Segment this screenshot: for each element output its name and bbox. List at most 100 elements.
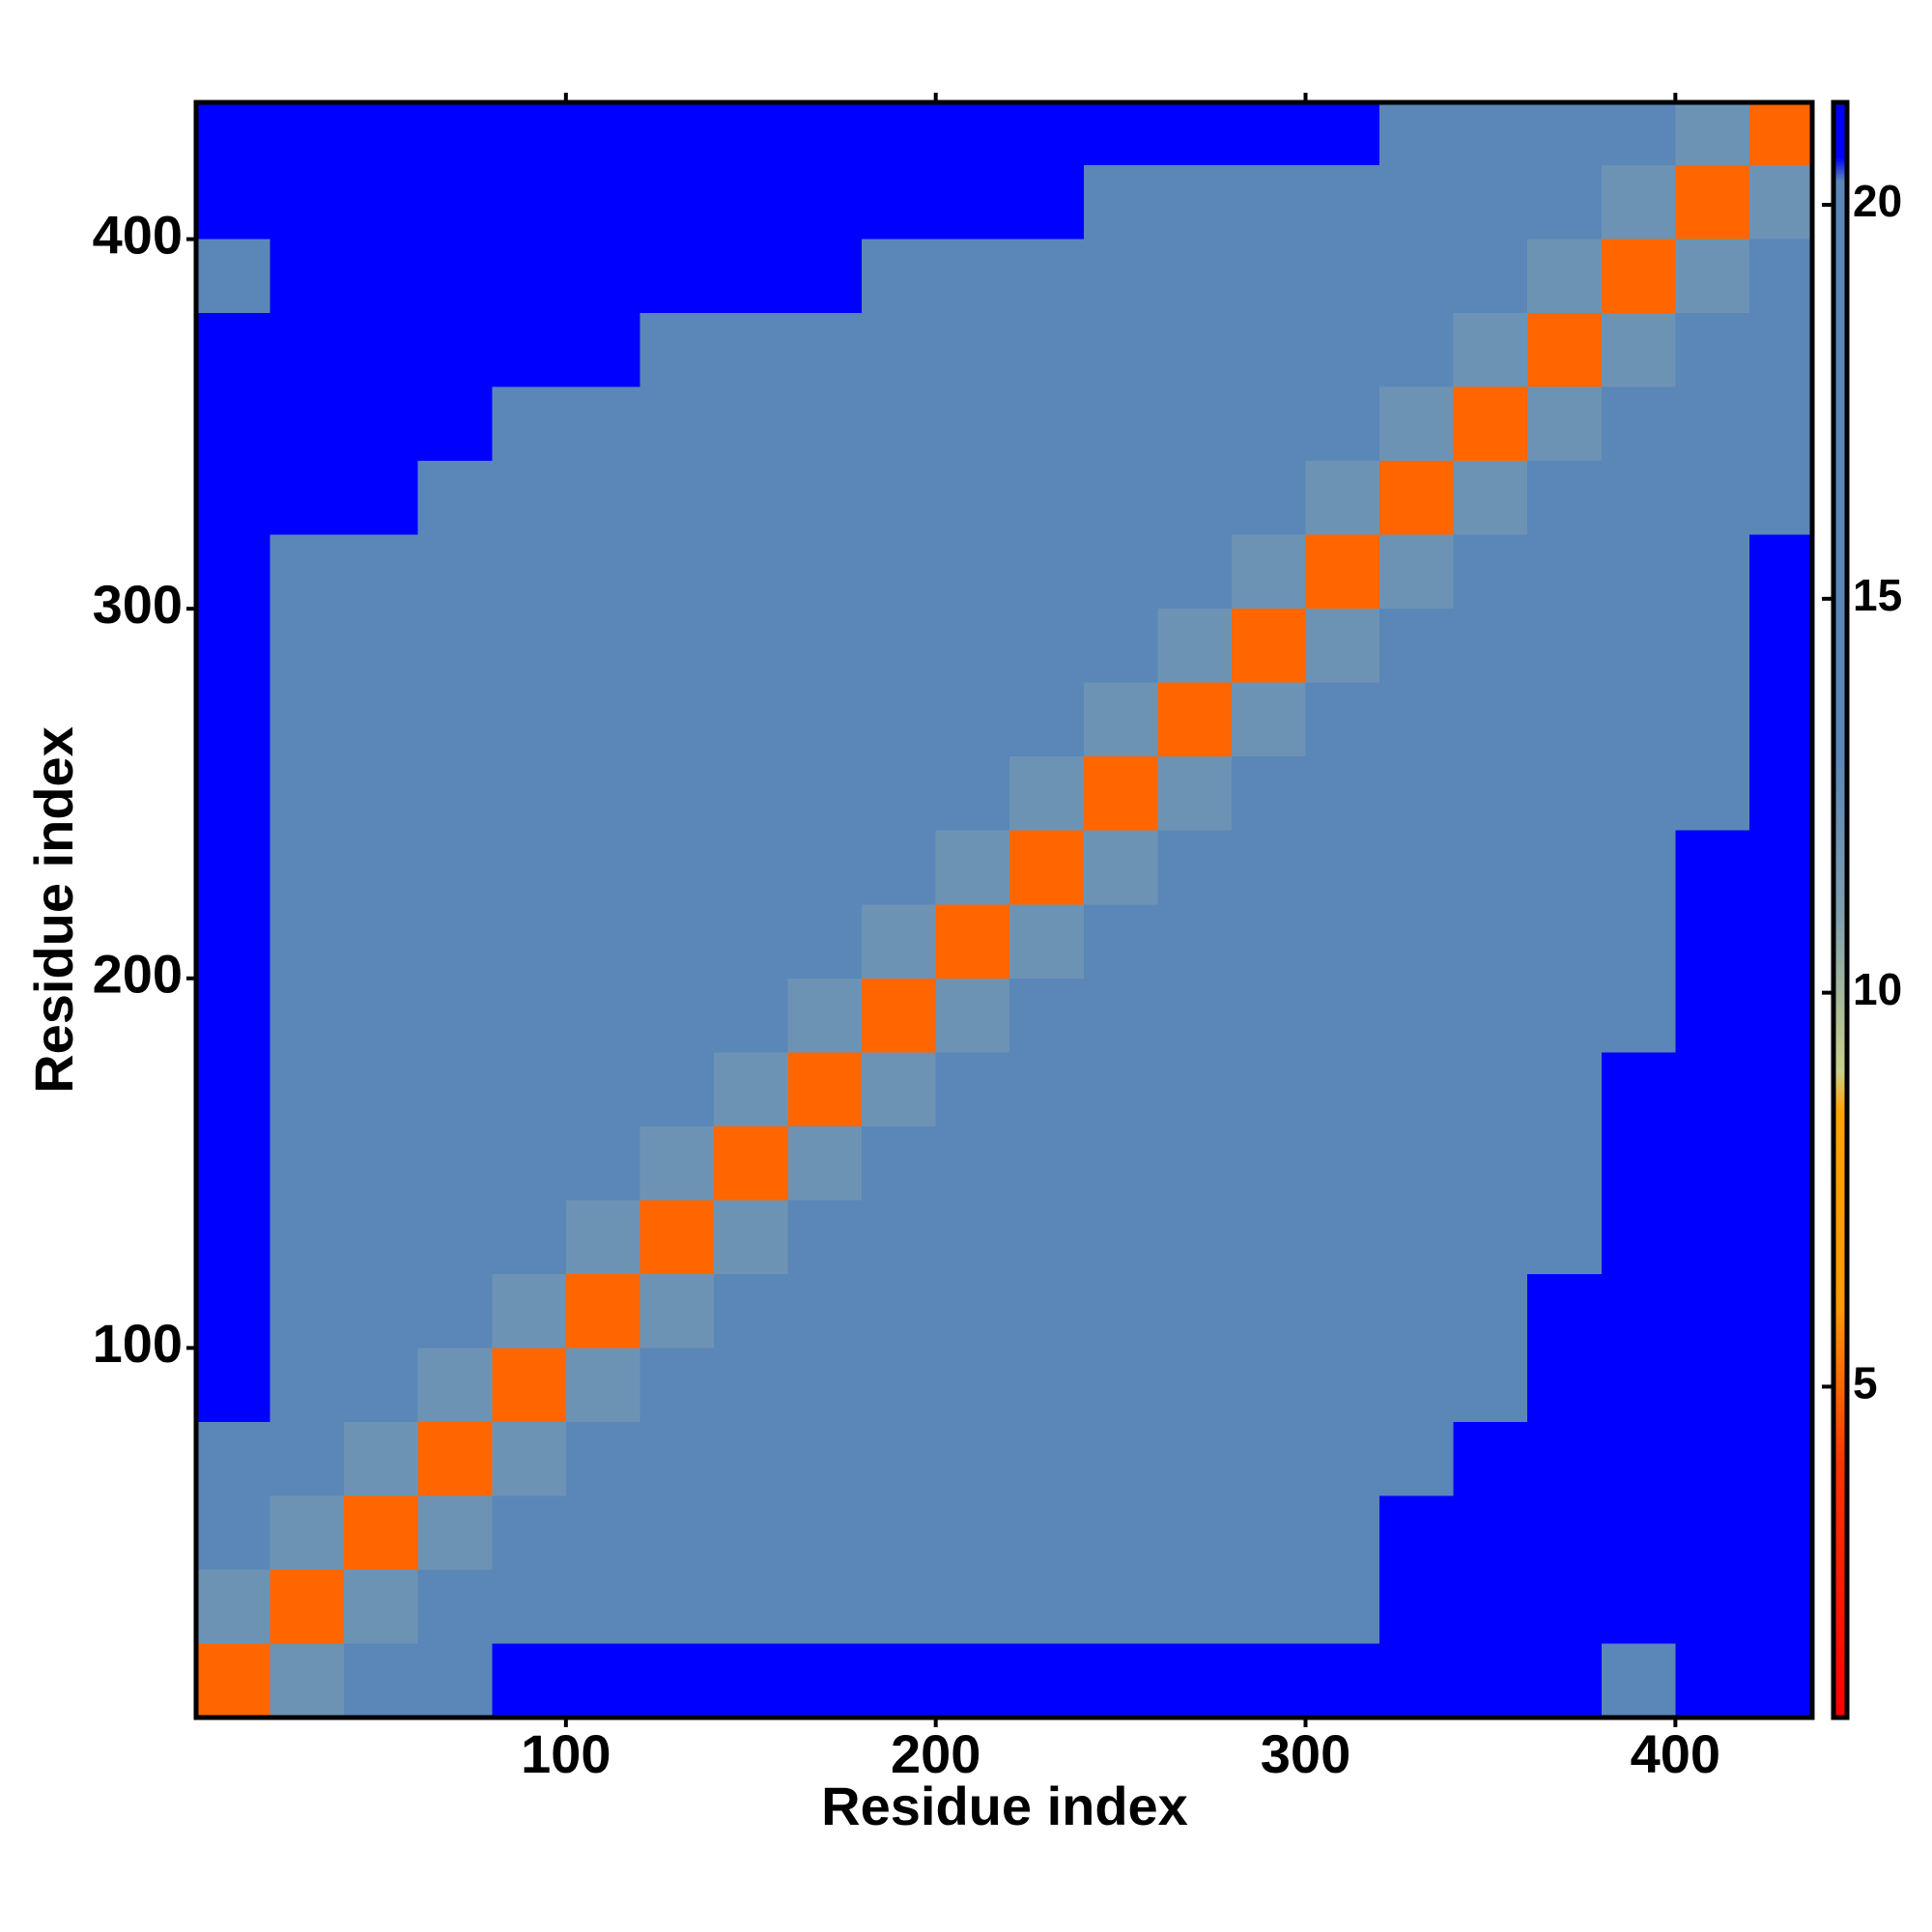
- heatmap-cell: [1305, 682, 1380, 757]
- heatmap-cell: [1305, 1052, 1380, 1126]
- heatmap-cell: [417, 313, 493, 387]
- heatmap-cell: [1601, 165, 1676, 240]
- heatmap-cell: [1009, 102, 1084, 166]
- heatmap-cell: [1748, 609, 1812, 683]
- heatmap-cell: [1601, 1643, 1676, 1718]
- heatmap-cell: [1601, 609, 1676, 683]
- heatmap-cell: [1601, 756, 1676, 831]
- heatmap-cell: [565, 102, 640, 166]
- heatmap-cell: [1009, 386, 1084, 462]
- heatmap-cell: [565, 1643, 640, 1718]
- heatmap-cell: [1675, 534, 1749, 610]
- heatmap-cell: [713, 534, 788, 610]
- heatmap-cell: [1305, 386, 1380, 462]
- heatmap-cell: [862, 102, 936, 166]
- heatmap-cell: [862, 1495, 936, 1570]
- heatmap-cell: [1379, 239, 1454, 314]
- heatmap-cell: [1379, 1348, 1454, 1422]
- heatmap-cell: [492, 313, 566, 387]
- heatmap-cell: [1305, 756, 1380, 831]
- heatmap-cell: [270, 239, 345, 314]
- heatmap-cell: [1379, 978, 1454, 1053]
- heatmap-cell: [270, 1421, 345, 1496]
- heatmap-cell: [1009, 830, 1084, 905]
- heatmap-cell: [344, 1348, 418, 1422]
- heatmap-cell: [1157, 386, 1232, 462]
- heatmap-cell: [1231, 756, 1306, 831]
- heatmap-cell: [639, 1643, 714, 1718]
- heatmap-cell: [787, 978, 863, 1053]
- heatmap-cell: [1527, 978, 1602, 1053]
- heatmap-cell: [1231, 386, 1306, 462]
- heatmap-cell: [1157, 1569, 1232, 1644]
- heatmap-cell: [1231, 1200, 1306, 1274]
- heatmap-cell: [270, 386, 345, 462]
- heatmap-cell: [417, 1125, 493, 1201]
- y-axis-title: Residue index: [23, 726, 84, 1094]
- heatmap-cell: [1748, 102, 1812, 166]
- heatmap-cell: [639, 102, 714, 166]
- heatmap-cell: [1453, 1125, 1528, 1201]
- heatmap-cell: [1453, 1348, 1528, 1422]
- heatmap-cell: [639, 1495, 714, 1570]
- heatmap-cell: [1527, 609, 1602, 683]
- heatmap-cell: [1231, 1125, 1306, 1201]
- heatmap-cell: [1675, 239, 1749, 314]
- heatmap-cell: [417, 756, 493, 831]
- heatmap-cell: [1601, 1348, 1676, 1422]
- heatmap-cell: [492, 1421, 566, 1496]
- heatmap-cell: [1675, 978, 1749, 1053]
- heatmap-cell: [492, 165, 566, 240]
- heatmap-cell: [787, 1125, 863, 1201]
- heatmap-cell: [1157, 830, 1232, 905]
- x-tick-label: 400: [1631, 1723, 1720, 1784]
- heatmap-cell: [344, 1569, 418, 1644]
- heatmap-cell: [862, 1200, 936, 1274]
- heatmap-cell: [1675, 1052, 1749, 1126]
- heatmap-cell: [713, 102, 788, 166]
- heatmap-cell: [492, 682, 566, 757]
- heatmap-cell: [1009, 1569, 1084, 1644]
- heatmap-cell: [1675, 386, 1749, 462]
- heatmap-cell: [1675, 682, 1749, 757]
- heatmap-cell: [417, 1495, 493, 1570]
- heatmap-cell: [1379, 1569, 1454, 1644]
- heatmap-cell: [344, 534, 418, 610]
- heatmap-cell: [1379, 165, 1454, 240]
- heatmap-cell: [1675, 756, 1749, 831]
- heatmap-cell: [1601, 1495, 1676, 1570]
- heatmap-cell: [565, 756, 640, 831]
- heatmap-cell: [1748, 1569, 1812, 1644]
- heatmap-cell: [565, 239, 640, 314]
- heatmap-cell: [787, 1273, 863, 1349]
- heatmap-cell: [270, 682, 345, 757]
- heatmap-cell: [1083, 1200, 1158, 1274]
- heatmap-cell: [565, 978, 640, 1053]
- heatmap-cell: [1231, 1421, 1306, 1496]
- heatmap-cell: [1009, 609, 1084, 683]
- heatmap-cell: [1009, 534, 1084, 610]
- heatmap-cell: [1527, 239, 1602, 314]
- heatmap-cell: [196, 756, 270, 831]
- heatmap-cell: [639, 609, 714, 683]
- heatmap-cell: [344, 1273, 418, 1349]
- heatmap-cell: [1009, 1643, 1084, 1718]
- heatmap-cell: [1601, 1200, 1676, 1274]
- heatmap-cell: [862, 756, 936, 831]
- heatmap-cell: [1009, 165, 1084, 240]
- heatmap-cell: [1157, 313, 1232, 387]
- heatmap-cell: [1379, 386, 1454, 462]
- heatmap-cell: [1231, 1495, 1306, 1570]
- heatmap-cell: [935, 1125, 1010, 1201]
- heatmap-cell: [196, 682, 270, 757]
- heatmap-cell: [1453, 461, 1528, 535]
- heatmap-cell: [639, 1200, 714, 1274]
- heatmap-cell: [1157, 461, 1232, 535]
- heatmap-cell: [1305, 1125, 1380, 1201]
- heatmap-cell: [565, 904, 640, 979]
- heatmap-cell: [1601, 534, 1676, 610]
- heatmap-cell: [1748, 1052, 1812, 1126]
- heatmap-cell: [1527, 830, 1602, 905]
- heatmap-cell: [270, 1348, 345, 1422]
